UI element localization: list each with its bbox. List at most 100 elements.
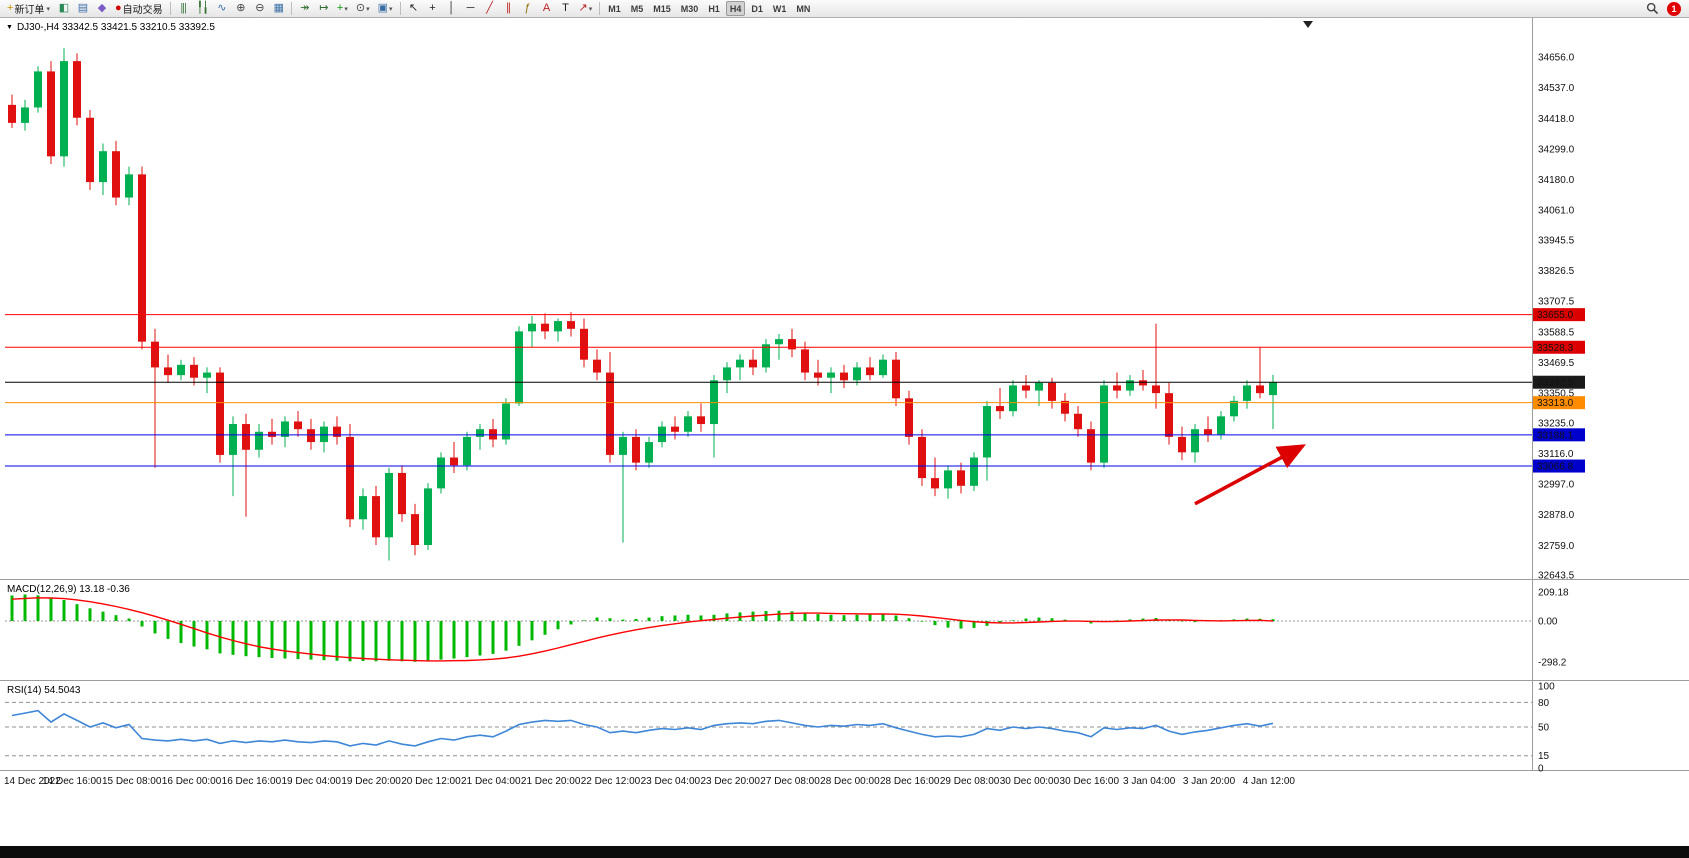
- profiles-button[interactable]: ▤: [74, 1, 91, 16]
- periods-button[interactable]: ⊙ ▾: [353, 1, 373, 16]
- svg-text:15: 15: [1538, 751, 1550, 762]
- svg-text:28 Dec 00:00: 28 Dec 00:00: [820, 776, 880, 787]
- bar-chart-button[interactable]: |||: [175, 1, 192, 16]
- text-button[interactable]: A: [538, 1, 555, 16]
- svg-text:34418.0: 34418.0: [1538, 114, 1575, 125]
- rsi-panel[interactable]: 100 80 50 15 0: [5, 682, 1555, 775]
- candles-layer[interactable]: [8, 48, 1277, 561]
- timeframe-h1-button[interactable]: H1: [704, 1, 724, 16]
- toolbar-separator: [599, 2, 601, 15]
- price-tag: 33313.0: [1533, 396, 1585, 410]
- templates-button[interactable]: ▣ ▾: [375, 1, 396, 16]
- timeframe-m15-button[interactable]: M15: [649, 1, 675, 16]
- toolbar-group: ↖ + │ ─ ╱ ∥ ƒ A T ↗ ▾: [405, 1, 596, 16]
- svg-text:14 Dec 16:00: 14 Dec 16:00: [42, 776, 102, 787]
- toolbar-separator: [290, 2, 292, 15]
- cursor-button[interactable]: ↖: [405, 1, 422, 16]
- zoom-out-button[interactable]: ⊖: [251, 1, 268, 16]
- bar-chart-icon: |||: [180, 2, 187, 14]
- svg-text:33066.8: 33066.8: [1537, 462, 1574, 473]
- svg-text:33469.5: 33469.5: [1538, 358, 1575, 369]
- price-tag: 33655.0: [1533, 308, 1585, 322]
- cursor-icon: ↖: [408, 2, 418, 14]
- svg-text:32643.5: 32643.5: [1538, 571, 1575, 582]
- horizontal-line-button[interactable]: ─: [462, 1, 479, 16]
- new-order-button[interactable]: + 新订单 ▾: [4, 1, 53, 17]
- svg-text:33655.0: 33655.0: [1537, 310, 1574, 321]
- svg-text:34537.0: 34537.0: [1538, 83, 1575, 94]
- channel-icon: ∥: [505, 2, 511, 14]
- fibonacci-icon: ƒ: [524, 2, 530, 14]
- trendline-button[interactable]: ╱: [481, 1, 498, 16]
- search-button[interactable]: [1643, 1, 1662, 16]
- svg-text:32878.0: 32878.0: [1538, 510, 1575, 521]
- macd-panel[interactable]: 209.18 0.00 -298.2: [5, 588, 1569, 669]
- text-label-button[interactable]: T: [557, 1, 574, 16]
- rsi-indicator-label: RSI(14) 54.5043: [7, 685, 81, 696]
- svg-text:80: 80: [1538, 698, 1550, 709]
- new-order-button-label: 新订单: [14, 5, 45, 16]
- annotation-arrow[interactable]: [1194, 444, 1306, 506]
- indicators-icon: +: [336, 2, 344, 14]
- timeframe-mn-button[interactable]: MN: [792, 1, 814, 16]
- crosshair-button[interactable]: +: [424, 1, 441, 16]
- price-axis[interactable]: 34656.0 34537.0 34418.0 34299.0 34180.0 34061…: [1538, 53, 1575, 582]
- auto-scroll-button[interactable]: ↠: [296, 1, 313, 16]
- vertical-line-button[interactable]: │: [443, 1, 460, 16]
- svg-text:34180.0: 34180.0: [1538, 175, 1575, 186]
- timeframe-d1-button[interactable]: D1: [747, 1, 767, 16]
- timeframe-m30-button[interactable]: M30: [677, 1, 703, 16]
- svg-text:19 Dec 20:00: 19 Dec 20:00: [341, 776, 401, 787]
- svg-text:34061.0: 34061.0: [1538, 206, 1575, 217]
- line-chart-button[interactable]: ∿: [213, 1, 230, 16]
- toolbar-group: ↠ ↦ + ▾ ⊙ ▾ ▣ ▾: [296, 1, 396, 16]
- candlestick-chart-button[interactable]: ╿╽: [194, 1, 211, 16]
- zoom-in-button[interactable]: ⊕: [232, 1, 249, 16]
- timeframe-h4-button[interactable]: H4: [725, 1, 746, 16]
- channel-button[interactable]: ∥: [500, 1, 517, 16]
- svg-text:33588.5: 33588.5: [1538, 327, 1575, 338]
- svg-text:21 Dec 04:00: 21 Dec 04:00: [461, 776, 521, 787]
- autotrading-icon: ●: [114, 2, 122, 14]
- svg-text:20 Dec 12:00: 20 Dec 12:00: [401, 776, 461, 787]
- price-tag: 33066.8: [1533, 459, 1585, 473]
- arrows-button[interactable]: ↗ ▾: [576, 1, 596, 16]
- notification-badge[interactable]: 1: [1667, 1, 1681, 16]
- autotrading-button[interactable]: ● 自动交易: [112, 1, 166, 17]
- timeframe-m5-button[interactable]: M5: [627, 1, 648, 16]
- svg-text:-298.2: -298.2: [1538, 658, 1567, 669]
- fibonacci-button[interactable]: ƒ: [519, 1, 536, 16]
- crosshair-icon: +: [429, 2, 436, 14]
- chart-dropdown-icon[interactable]: ▼: [6, 24, 13, 31]
- svg-text:29 Dec 08:00: 29 Dec 08:00: [940, 776, 1000, 787]
- tile-windows-button[interactable]: ▦: [270, 1, 287, 16]
- price-tag: 33188.1: [1533, 428, 1585, 442]
- candlestick-icon: ╿╽: [196, 2, 209, 14]
- svg-text:33707.5: 33707.5: [1538, 297, 1575, 308]
- svg-text:15 Dec 08:00: 15 Dec 08:00: [102, 776, 162, 787]
- svg-text:14 Dec 2022: 14 Dec 2022: [4, 776, 61, 787]
- timeframe-w1-button[interactable]: W1: [769, 1, 791, 16]
- toolbar-separator: [169, 2, 171, 15]
- charts-button[interactable]: ◧: [55, 1, 72, 16]
- dropdown-arrow-icon: ▾: [344, 5, 348, 13]
- metaeditor-button[interactable]: ◆: [93, 1, 110, 16]
- indicators-button[interactable]: + ▾: [334, 1, 351, 16]
- timeframe-m1-button[interactable]: M1: [604, 1, 625, 16]
- svg-text:16 Dec 16:00: 16 Dec 16:00: [222, 776, 282, 787]
- toolbar-group: 1: [1643, 1, 1685, 16]
- svg-text:209.18: 209.18: [1538, 588, 1569, 599]
- price-tag: 33528.3: [1533, 340, 1585, 354]
- chart-shift-marker[interactable]: [1303, 21, 1313, 28]
- autotrading-button-label: 自动交易: [122, 5, 163, 16]
- svg-text:34299.0: 34299.0: [1538, 144, 1575, 155]
- svg-text:34656.0: 34656.0: [1538, 53, 1575, 64]
- svg-text:23 Dec 04:00: 23 Dec 04:00: [641, 776, 701, 787]
- search-icon: [1646, 2, 1659, 15]
- svg-text:28 Dec 16:00: 28 Dec 16:00: [880, 776, 940, 787]
- chart-shift-button[interactable]: ↦: [315, 1, 332, 16]
- svg-text:16 Dec 00:00: 16 Dec 00:00: [162, 776, 222, 787]
